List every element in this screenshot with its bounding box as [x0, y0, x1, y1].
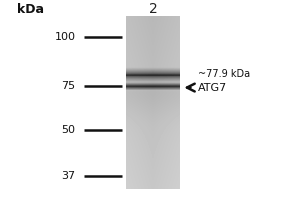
Text: kDa: kDa: [17, 3, 44, 16]
Text: ATG7: ATG7: [198, 83, 227, 93]
Text: 2: 2: [148, 2, 158, 16]
Text: 100: 100: [54, 32, 75, 42]
Text: 37: 37: [61, 171, 75, 181]
Text: 75: 75: [61, 81, 75, 91]
Text: 50: 50: [61, 125, 75, 135]
Text: ~77.9 kDa: ~77.9 kDa: [198, 69, 250, 79]
